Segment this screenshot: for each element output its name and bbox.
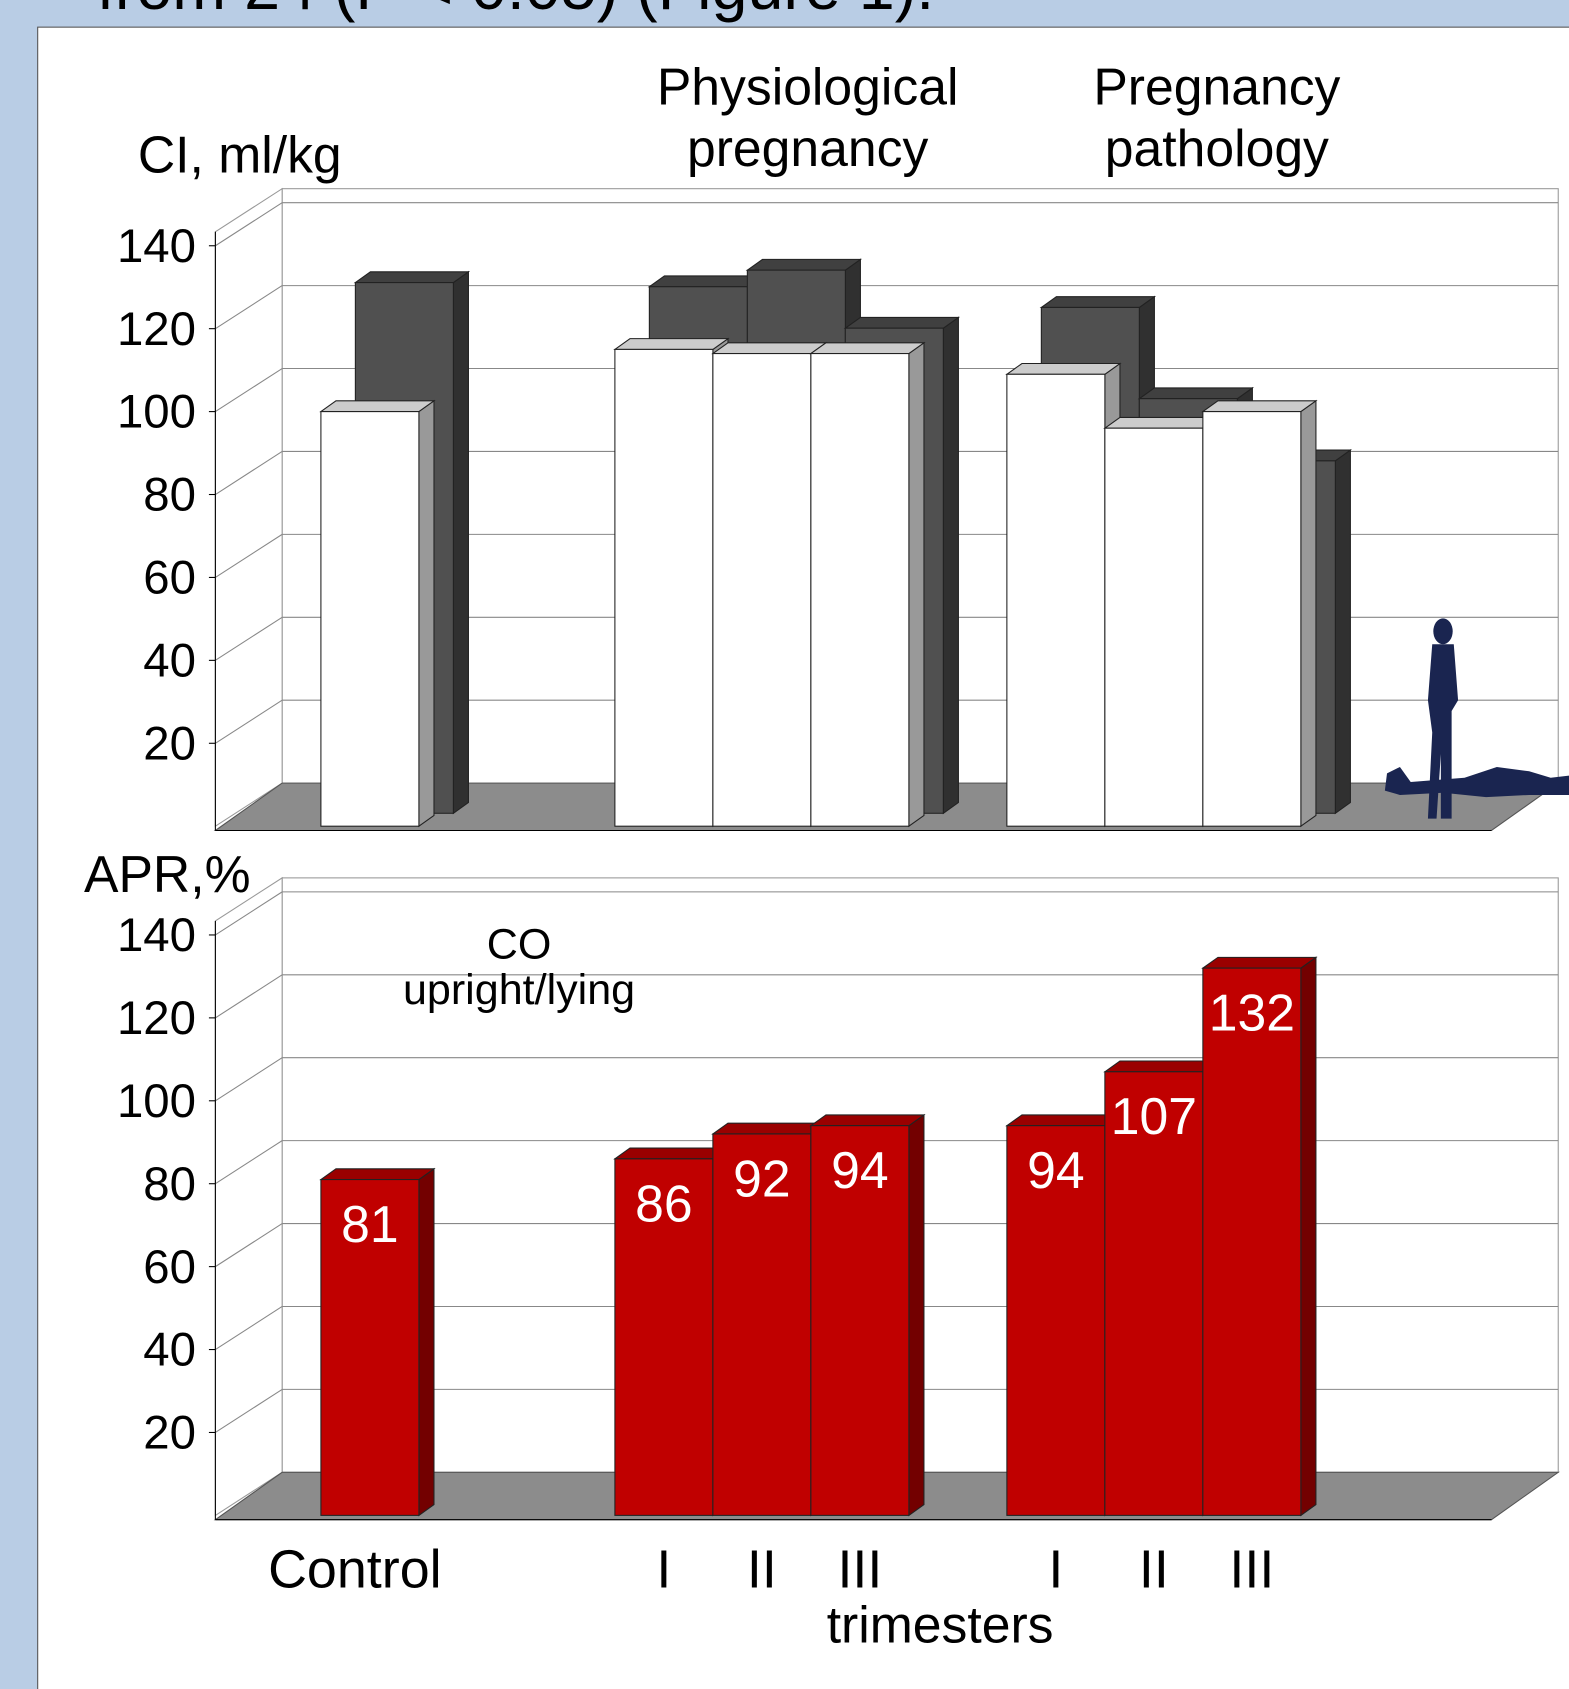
- header-text: from 24 (P < 0.05) (Figure 1).: [97, 0, 934, 23]
- side-wall: [215, 878, 282, 1516]
- group-label: Physiological: [657, 58, 959, 116]
- bar: [1105, 417, 1218, 826]
- bar-front: [1203, 412, 1301, 827]
- bar-top: [811, 343, 924, 354]
- chart: from 24 (P < 0.05) (Figure 1). 20 40 60 80 1…: [0, 0, 1569, 1689]
- y-tick-label: 20: [143, 717, 196, 770]
- bar-side: [943, 317, 958, 813]
- group-label: Pregnancy: [1093, 58, 1340, 116]
- bar-side: [1335, 450, 1350, 813]
- value-label: 81: [341, 1195, 398, 1253]
- bar-front: [811, 354, 909, 827]
- annotation: upright/lying: [403, 966, 635, 1014]
- bar-top: [713, 343, 826, 354]
- page: {"header_text": "from 24 (P < 0.05) (Fig…: [0, 0, 1569, 1689]
- value-label: 86: [635, 1174, 692, 1232]
- x-tick-label: III: [1229, 1540, 1274, 1600]
- bar-front: [321, 412, 419, 827]
- bar-side: [909, 343, 924, 826]
- annotation: CO: [487, 921, 552, 969]
- value-label: 92: [733, 1149, 790, 1207]
- bar-side: [419, 1169, 434, 1516]
- bar-top: [713, 1123, 826, 1134]
- y-tick-label: 60: [143, 552, 196, 605]
- bar: [1203, 401, 1316, 826]
- bar-top: [355, 272, 468, 283]
- bar-side: [909, 1115, 924, 1515]
- bar-top: [615, 1148, 728, 1159]
- bar-top: [1139, 388, 1252, 399]
- y-tick-label: 120: [117, 992, 196, 1045]
- bar-top: [811, 1115, 924, 1126]
- bar-top: [1105, 1061, 1218, 1072]
- bar: [1007, 364, 1120, 827]
- bar-side: [1301, 957, 1316, 1515]
- x-tick-label: Control: [268, 1540, 442, 1600]
- bar-top: [321, 401, 434, 412]
- y-tick-label: 120: [117, 303, 196, 356]
- bar-top: [1041, 297, 1154, 308]
- x-tick-label: II: [1139, 1540, 1169, 1600]
- y-tick-label: 20: [143, 1407, 196, 1460]
- bar-top: [1203, 957, 1316, 968]
- bar: [811, 343, 924, 826]
- bar: [615, 339, 728, 827]
- plot-0: 20 40 60 80 100 120 140: [117, 189, 1558, 831]
- bar-side: [453, 272, 468, 813]
- y-tick-label: 140: [117, 220, 196, 273]
- side-wall: [215, 189, 282, 827]
- bar-top: [747, 259, 860, 270]
- bar-top: [615, 339, 728, 350]
- y-axis-title: CI, ml/kg: [138, 126, 342, 184]
- value-label: 94: [831, 1141, 888, 1199]
- bar-top: [1007, 1115, 1120, 1126]
- bar-side: [419, 401, 434, 826]
- bar-top: [1203, 401, 1316, 412]
- bar-front: [1007, 374, 1105, 826]
- bar-top: [649, 276, 762, 287]
- y-tick-label: 100: [117, 1075, 196, 1128]
- y-tick-label: 80: [143, 1158, 196, 1211]
- x-tick-label: III: [837, 1540, 882, 1600]
- bar-front: [1203, 968, 1301, 1515]
- y-tick-label: 60: [143, 1241, 196, 1294]
- group-label: pathology: [1105, 119, 1329, 177]
- bar-top: [321, 1169, 434, 1180]
- bar-front: [1105, 428, 1203, 826]
- bar-top: [845, 317, 958, 328]
- y-tick-label: 40: [143, 635, 196, 688]
- value-label: 132: [1209, 984, 1295, 1042]
- y-tick-label: 100: [117, 386, 196, 439]
- value-label: 94: [1027, 1141, 1084, 1199]
- x-tick-label: II: [747, 1540, 777, 1600]
- bar-top: [1105, 417, 1218, 428]
- y-tick-label: 140: [117, 909, 196, 962]
- bar-front: [713, 354, 811, 827]
- value-label: 107: [1111, 1087, 1197, 1145]
- bar-front: [615, 349, 713, 826]
- bar: [713, 343, 826, 826]
- y-tick-label: 80: [143, 469, 196, 522]
- y-axis-title: APR,%: [84, 845, 251, 903]
- bar-side: [1301, 401, 1316, 826]
- y-tick-label: 40: [143, 1324, 196, 1377]
- bar: [321, 401, 434, 826]
- x-tick-label: I: [656, 1540, 671, 1600]
- x-axis-title: trimesters: [827, 1595, 1054, 1653]
- x-tick-label: I: [1048, 1540, 1063, 1600]
- group-label: pregnancy: [687, 119, 928, 177]
- bar-top: [1007, 364, 1120, 375]
